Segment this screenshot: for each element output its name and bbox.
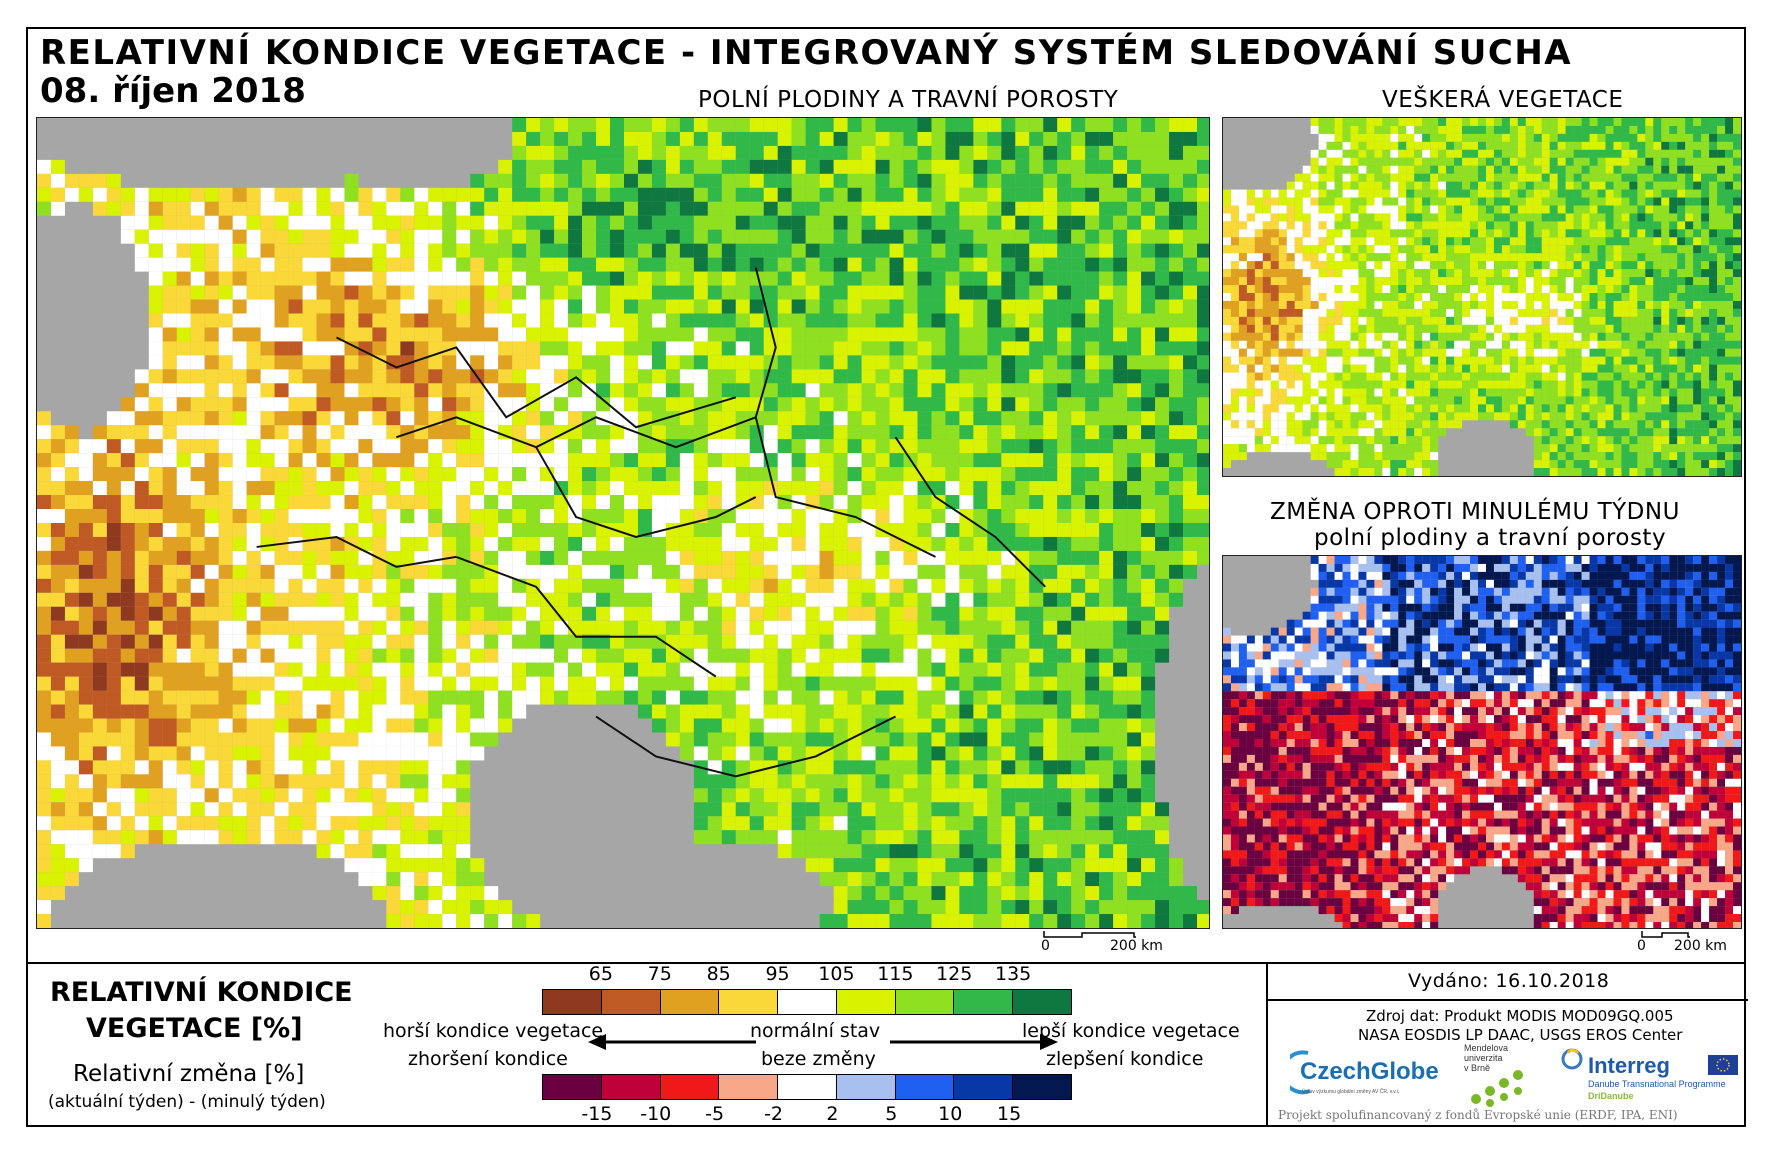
- condition-tick-5: 115: [877, 963, 914, 985]
- interreg-logo-text: Interreg: [1588, 1053, 1670, 1078]
- legend-separator: [28, 962, 1744, 964]
- condition-tick-7: 135: [994, 963, 1032, 985]
- country-border-7: [894, 436, 1046, 588]
- change-legend-formula: (aktuální týden) - (minulý týden): [48, 1092, 326, 1112]
- main-map-canvas: [37, 118, 1209, 928]
- change-tick-3: -2: [764, 1103, 784, 1125]
- country-border-3: [754, 267, 936, 558]
- change-tick-2: -5: [705, 1103, 725, 1125]
- change-swatch-4: [778, 1075, 837, 1099]
- condition-swatch-7: [954, 990, 1014, 1014]
- small-scale-200: 200 km: [1674, 938, 1727, 954]
- main-map-label: POLNÍ PLODINY A TRAVNÍ POROSTY: [698, 87, 1119, 113]
- mendel-logo-text-2: univerzita: [1464, 1053, 1503, 1063]
- czechglobe-logo-subtext: Ústav výzkumu globální změny AV ČR, v.v.…: [1302, 1088, 1399, 1095]
- small-scalebar-graphic: [1641, 931, 1690, 938]
- info-inner-separator: [1266, 999, 1748, 1001]
- czechglobe-logo: CzechGlobe Ústav výzkumu globální změny …: [1290, 1050, 1439, 1095]
- country-border-4: [256, 535, 457, 568]
- all-vegetation-map: [1222, 117, 1742, 477]
- small-map-scalebar: [1636, 931, 1736, 951]
- change-tick-0: -15: [581, 1103, 613, 1125]
- country-border-2: [535, 446, 757, 539]
- condition-swatch-5: [836, 990, 896, 1014]
- condition-tick-3: 95: [765, 963, 790, 985]
- condition-swatch-3: [719, 990, 779, 1014]
- worse-condition-label: horší kondice vegetace: [383, 1020, 604, 1042]
- small-scale-zero: 0: [1637, 938, 1646, 954]
- better-condition-label: lepší kondice vegetace: [1022, 1020, 1240, 1042]
- main-title: RELATIVNÍ KONDICE VEGETACE - INTEGROVANÝ…: [40, 33, 1573, 73]
- right-arrow-icon: [890, 1034, 1058, 1050]
- main-scale-200: 200 km: [1110, 938, 1163, 954]
- condition-swatch-0: [543, 990, 602, 1014]
- all-vegetation-label: VEŠKERÁ VEGETACE: [1382, 87, 1624, 113]
- change-tick-1: -10: [640, 1103, 672, 1125]
- normal-state-label: normální stav: [750, 1020, 881, 1042]
- change-swatch-8: [1013, 1075, 1072, 1099]
- issued-date: Vydáno: 16.10.2018: [1408, 970, 1610, 992]
- interreg-logo: Interreg Danube Transnational Programme …: [1561, 1048, 1738, 1101]
- left-arrow-icon: [588, 1034, 756, 1050]
- improvement-label: zlepšení kondice: [1046, 1048, 1204, 1070]
- condition-tick-4: 105: [818, 963, 855, 985]
- mendel-logo-text-3: v Brně: [1464, 1063, 1490, 1073]
- condition-swatch-8: [1013, 990, 1072, 1014]
- condition-tick-1: 75: [647, 963, 672, 985]
- condition-tick-6: 125: [936, 963, 973, 985]
- country-border-6: [595, 715, 896, 778]
- condition-swatch-4: [778, 990, 837, 1014]
- interreg-logo-subtext: Danube Transnational Programme: [1588, 1079, 1726, 1089]
- weekly-change-canvas: [1223, 556, 1741, 928]
- change-map-label-1: ZMĚNA OPROTI MINULÉMU TÝDNU: [1270, 499, 1680, 525]
- info-separator: [1266, 962, 1268, 1127]
- main-map-scalebar: [1034, 931, 1184, 951]
- main-vegetation-map: [36, 117, 1210, 929]
- mendel-university-logo: Mendelova univerzita v Brně: [1464, 1043, 1523, 1107]
- condition-tick-2: 85: [706, 963, 731, 985]
- change-color-bar: [542, 1074, 1072, 1100]
- no-change-label: beze změny: [761, 1048, 876, 1070]
- main-scale-zero: 0: [1041, 938, 1050, 954]
- change-map-label-2: polní plodiny a travní porosty: [1314, 525, 1667, 551]
- change-swatch-1: [601, 1075, 661, 1099]
- change-swatch-2: [660, 1075, 720, 1099]
- data-source-line2: NASA EOSDIS LP DAAC, USGS EROS Center: [1358, 1026, 1683, 1044]
- worsening-label: zhoršení kondice: [408, 1048, 568, 1070]
- change-swatch-6: [895, 1075, 955, 1099]
- condition-swatch-1: [601, 990, 661, 1014]
- mendel-logo-text-1: Mendelova: [1464, 1043, 1508, 1053]
- condition-color-bar: [542, 989, 1072, 1015]
- change-tick-5: 5: [885, 1103, 898, 1125]
- dridanube-logo-text: DriDanube: [1588, 1091, 1634, 1101]
- change-swatch-3: [719, 1075, 779, 1099]
- change-tick-6: 10: [938, 1103, 963, 1125]
- all-vegetation-canvas: [1223, 118, 1741, 476]
- issue-date-title: 08. říjen 2018: [40, 71, 306, 111]
- change-tick-4: 2: [826, 1103, 839, 1125]
- condition-swatch-2: [660, 990, 720, 1014]
- legend-title-line2: VEGETACE [%]: [86, 1013, 303, 1044]
- change-swatch-7: [954, 1075, 1014, 1099]
- scalebar-graphic: [1043, 931, 1136, 938]
- country-border-5: [455, 555, 717, 678]
- condition-swatch-6: [895, 990, 955, 1014]
- legend-title-line1: RELATIVNÍ KONDICE: [50, 977, 353, 1008]
- czechglobe-logo-text: CzechGlobe: [1300, 1058, 1439, 1085]
- change-tick-7: 15: [997, 1103, 1022, 1125]
- condition-tick-0: 65: [588, 963, 613, 985]
- weekly-change-map: [1222, 555, 1742, 929]
- change-swatch-0: [543, 1075, 602, 1099]
- poster-frame: RELATIVNÍ KONDICE VEGETACE - INTEGROVANÝ…: [26, 27, 1748, 1127]
- change-swatch-5: [836, 1075, 896, 1099]
- data-source-line1: Zdroj dat: Produkt MODIS MOD09GQ.005: [1366, 1007, 1674, 1025]
- change-legend-title: Relativní změna [%]: [73, 1061, 305, 1087]
- country-border-0: [336, 336, 737, 429]
- funding-note: Projekt spolufinancovaný z fondů Evropsk…: [1278, 1108, 1678, 1122]
- country-border-1: [396, 416, 757, 449]
